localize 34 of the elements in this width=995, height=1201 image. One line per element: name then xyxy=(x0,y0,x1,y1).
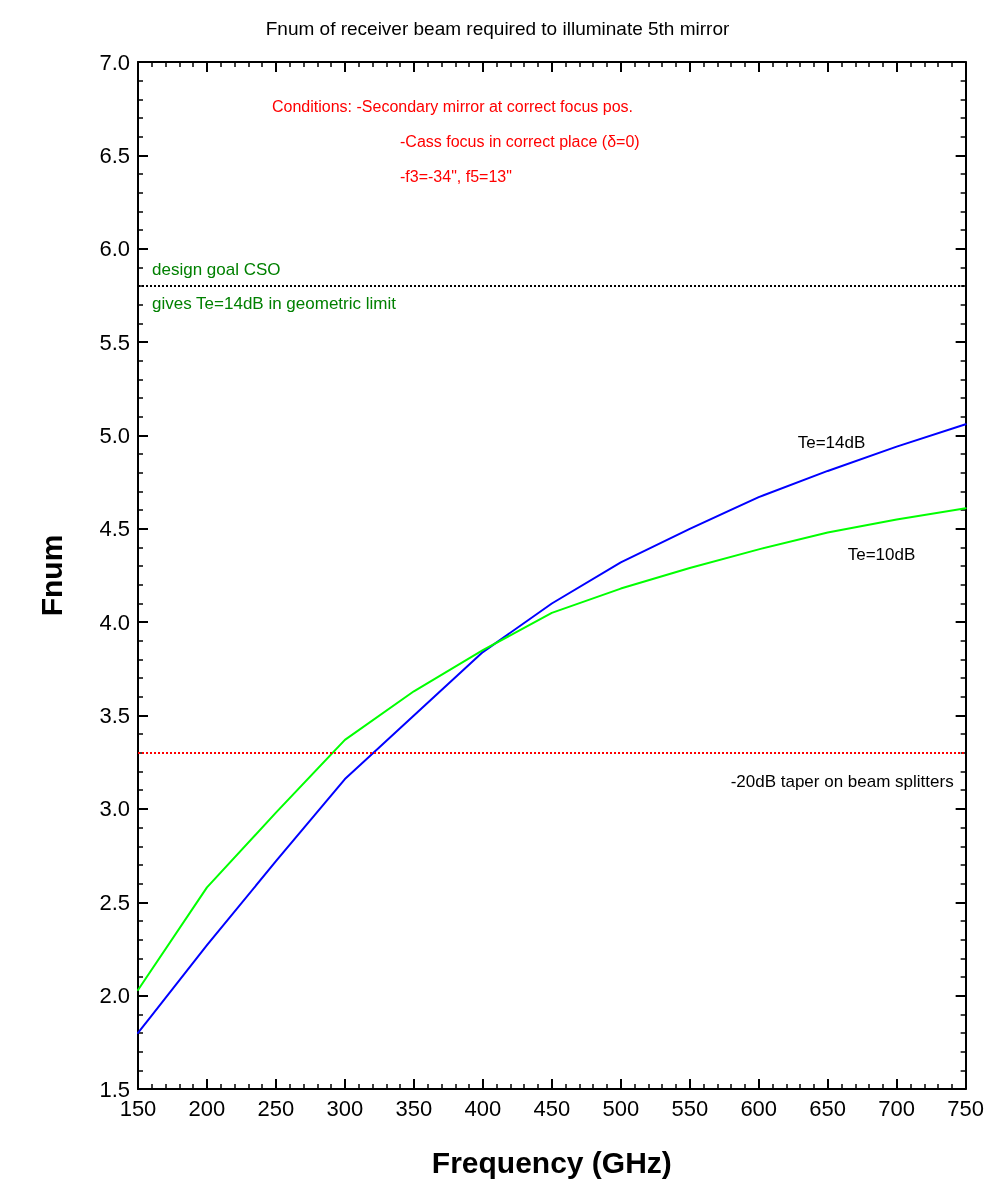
annotation: design goal CSO gives Te=14dB in geometric limit xyxy=(152,259,397,313)
series-label: Te=14dB xyxy=(797,433,866,453)
x-tick-label: 550 xyxy=(671,1095,709,1121)
ref-line-label: -20dB taper on beam splitters xyxy=(730,772,954,792)
y-tick-label: 5.5 xyxy=(99,329,130,355)
x-tick-label: 400 xyxy=(464,1095,502,1121)
x-tick-label: 300 xyxy=(326,1095,364,1121)
y-tick-label: 5.0 xyxy=(99,422,130,448)
x-tick-label: 700 xyxy=(878,1095,916,1121)
y-tick-label: 2.0 xyxy=(99,983,130,1009)
line-series xyxy=(137,423,967,1034)
y-tick-label: 1.5 xyxy=(99,1076,130,1102)
y-tick-label: 2.5 xyxy=(99,889,130,915)
x-tick-label: 200 xyxy=(188,1095,226,1121)
y-tick-label: 4.0 xyxy=(99,609,130,635)
y-tick-label: 3.5 xyxy=(99,703,130,729)
x-tick-label: 250 xyxy=(257,1095,295,1121)
x-tick-label: 500 xyxy=(602,1095,640,1121)
y-tick-label: 3.0 xyxy=(99,796,130,822)
y-tick-label: 7.0 xyxy=(99,49,130,75)
x-tick-label: 750 xyxy=(947,1095,985,1121)
y-tick-label: 4.5 xyxy=(99,516,130,542)
annotation: Conditions: -Secondary mirror at correct focus pos. -Cass focus in correct place (δ=0) -f3=-34", f5=13" xyxy=(272,97,640,185)
x-tick-label: 600 xyxy=(740,1095,778,1121)
series-label: Te=10dB xyxy=(847,545,916,565)
x-tick-label: 450 xyxy=(533,1095,571,1121)
y-axis-title: Fnum xyxy=(34,534,68,617)
chart-title: Fnum of receiver beam required to illuminate 5th mirror xyxy=(265,18,730,39)
line-series xyxy=(137,507,967,992)
x-axis-title: Frequency (GHz) xyxy=(431,1145,672,1179)
x-tick-label: 650 xyxy=(809,1095,847,1121)
y-tick-label: 6.0 xyxy=(99,236,130,262)
x-tick-label: 350 xyxy=(395,1095,433,1121)
y-tick-label: 6.5 xyxy=(99,142,130,168)
